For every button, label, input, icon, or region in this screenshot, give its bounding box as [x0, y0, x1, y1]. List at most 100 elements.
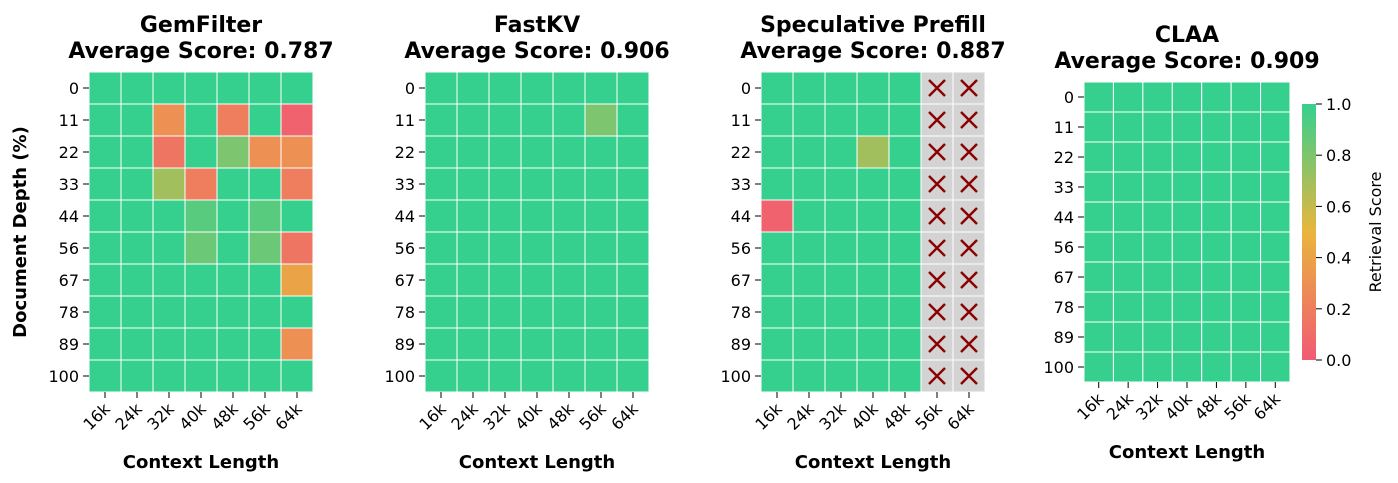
y-tick-label: 33 [731, 175, 751, 194]
heatmap-cell [488, 71, 522, 105]
heatmap-cell [120, 103, 154, 137]
heatmap-cell [888, 71, 922, 105]
heatmap-cell [280, 71, 314, 105]
y-tick-label: 11 [1054, 118, 1074, 137]
heatmap-cell [184, 295, 218, 329]
heatmap-cell [888, 199, 922, 233]
heatmap-cell [248, 295, 282, 329]
unavailable-cross-icon [960, 207, 978, 225]
heatmap-cell [1083, 261, 1114, 293]
heatmap-cell [488, 103, 522, 137]
y-tick-label: 89 [59, 335, 79, 354]
heatmap-cell [1201, 261, 1232, 293]
heatmap-cell [88, 199, 122, 233]
heatmap-cell [824, 263, 858, 297]
heatmap-cell [88, 135, 122, 169]
heatmap-cell [520, 295, 554, 329]
heatmap-cell [792, 263, 826, 297]
heatmap-cell [280, 199, 314, 233]
heatmap-cell [488, 199, 522, 233]
heatmap-cell [184, 103, 218, 137]
heatmap-cell [520, 231, 554, 265]
heatmap-cell [88, 71, 122, 105]
heatmap-cell [88, 263, 122, 297]
heatmap-cell [248, 199, 282, 233]
heatmap-cell [616, 327, 650, 361]
y-tick-label: 67 [59, 271, 79, 290]
x-tick-label: 64k [607, 399, 642, 434]
heatmap-cell [1260, 201, 1291, 233]
heatmap-cell [280, 327, 314, 361]
heatmap-cell [856, 135, 890, 169]
heatmap-cell [760, 135, 794, 169]
heatmap-cell [216, 167, 250, 201]
heatmap-cell [424, 135, 458, 169]
heatmap-cell [216, 263, 250, 297]
heatmap-cell [152, 295, 186, 329]
unavailable-cross-icon [928, 271, 946, 289]
heatmap-cell [88, 167, 122, 201]
heatmap-cell [584, 71, 618, 105]
heatmap-cell [120, 359, 154, 393]
heatmap-cell [120, 263, 154, 297]
unavailable-cross-icon [928, 143, 946, 161]
y-tick-label: 0 [405, 79, 415, 98]
panel-title: CLAA [1155, 23, 1219, 48]
heatmap-cell [1201, 141, 1232, 173]
x-tick-label: 24k [447, 399, 482, 434]
heatmap-cell [616, 135, 650, 169]
heatmap-cell [120, 327, 154, 361]
heatmap-cell [456, 103, 490, 137]
heatmap-cell [1142, 141, 1173, 173]
heatmap-cell [552, 167, 586, 201]
y-tick-label: 56 [731, 239, 751, 258]
heatmap-cell [1260, 291, 1291, 323]
heatmap-cell [1083, 231, 1114, 263]
y-tick-label: 22 [59, 143, 79, 162]
y-tick-label: 33 [59, 175, 79, 194]
heatmap-cell [520, 327, 554, 361]
heatmap-cell [760, 359, 794, 393]
heatmap-cell [1260, 321, 1291, 353]
heatmap-cell [248, 135, 282, 169]
heatmap-cell [120, 231, 154, 265]
x-tick-label: 16k [415, 399, 450, 434]
heatmap-cell [552, 231, 586, 265]
heatmap-cell [424, 71, 458, 105]
unavailable-cross-icon [960, 239, 978, 257]
heatmap-cell [792, 167, 826, 201]
x-tick-label: 16k [1073, 389, 1108, 424]
heatmap-cell [1230, 141, 1262, 173]
heatmap-cell [552, 199, 586, 233]
heatmap-cell [1260, 351, 1291, 383]
heatmap-cell [856, 263, 890, 297]
unavailable-cross-icon [960, 367, 978, 385]
unavailable-cross-icon [928, 239, 946, 257]
heatmap-cell [824, 167, 858, 201]
heatmap-cell [280, 359, 314, 393]
x-tick-label: 24k [783, 399, 818, 434]
x-tick-label: 64k [1250, 389, 1285, 424]
x-tick-label: 48k [543, 399, 578, 434]
x-tick-label: 48k [1191, 389, 1226, 424]
heatmap-cell [1230, 111, 1262, 143]
heatmap-cell [216, 231, 250, 265]
colorbar-tick-label: 0.0 [1326, 351, 1351, 370]
heatmap-cell [552, 327, 586, 361]
x-tick-label: 40k [1161, 389, 1196, 424]
heatmap-cell [1112, 141, 1144, 173]
x-tick-label: 40k [847, 399, 882, 434]
y-tick-label: 44 [59, 207, 79, 226]
heatmap-cell [1201, 291, 1232, 323]
heatmap-cell [120, 135, 154, 169]
colorbar-label: Retrieval Score [1366, 172, 1385, 293]
heatmap-cell [792, 327, 826, 361]
heatmap-cell [456, 295, 490, 329]
heatmap-cell [280, 231, 314, 265]
heatmap-cell [824, 327, 858, 361]
heatmap-cell [616, 295, 650, 329]
heatmap-cell [1112, 291, 1144, 323]
unavailable-cross-icon [928, 79, 946, 97]
heatmap-cell [248, 71, 282, 105]
